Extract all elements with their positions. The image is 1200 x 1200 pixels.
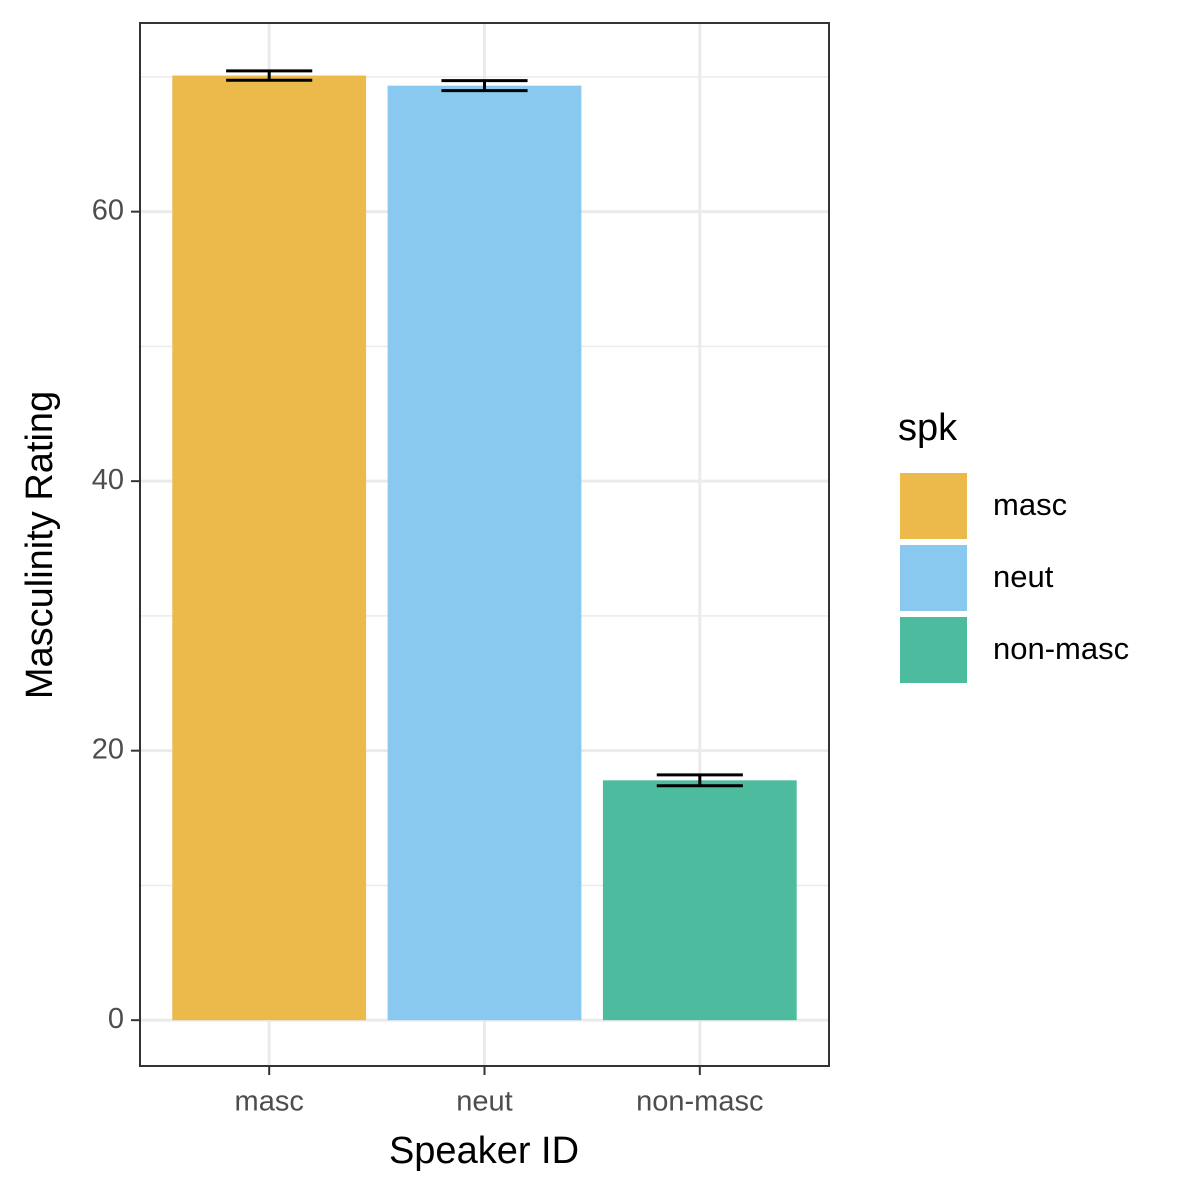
panel-border	[139, 22, 830, 1067]
y-tick-label: 0	[108, 1003, 124, 1035]
bar	[602, 780, 797, 1021]
y-tick-label: 40	[92, 464, 124, 496]
legend-label: non-masc	[993, 631, 1129, 666]
x-tick-label: non-masc	[636, 1086, 763, 1118]
error-bar	[226, 69, 313, 82]
x-axis-title: Speaker ID	[389, 1130, 579, 1172]
y-tick-label: 60	[92, 194, 124, 226]
bar	[172, 75, 367, 1021]
error-bar	[441, 79, 528, 93]
x-tick-label: masc	[235, 1086, 304, 1118]
legend-label: masc	[993, 487, 1067, 522]
y-tick-label: 20	[92, 733, 124, 765]
legend-key	[900, 473, 967, 539]
legend-key	[900, 545, 967, 611]
error-bar	[656, 773, 743, 788]
legend-key	[900, 617, 967, 683]
legend-label: neut	[993, 559, 1054, 594]
x-tick-label: neut	[456, 1086, 512, 1118]
bar	[387, 85, 582, 1021]
legend-title: spk	[898, 407, 958, 449]
y-axis-title: Masculinity Rating	[19, 391, 61, 699]
